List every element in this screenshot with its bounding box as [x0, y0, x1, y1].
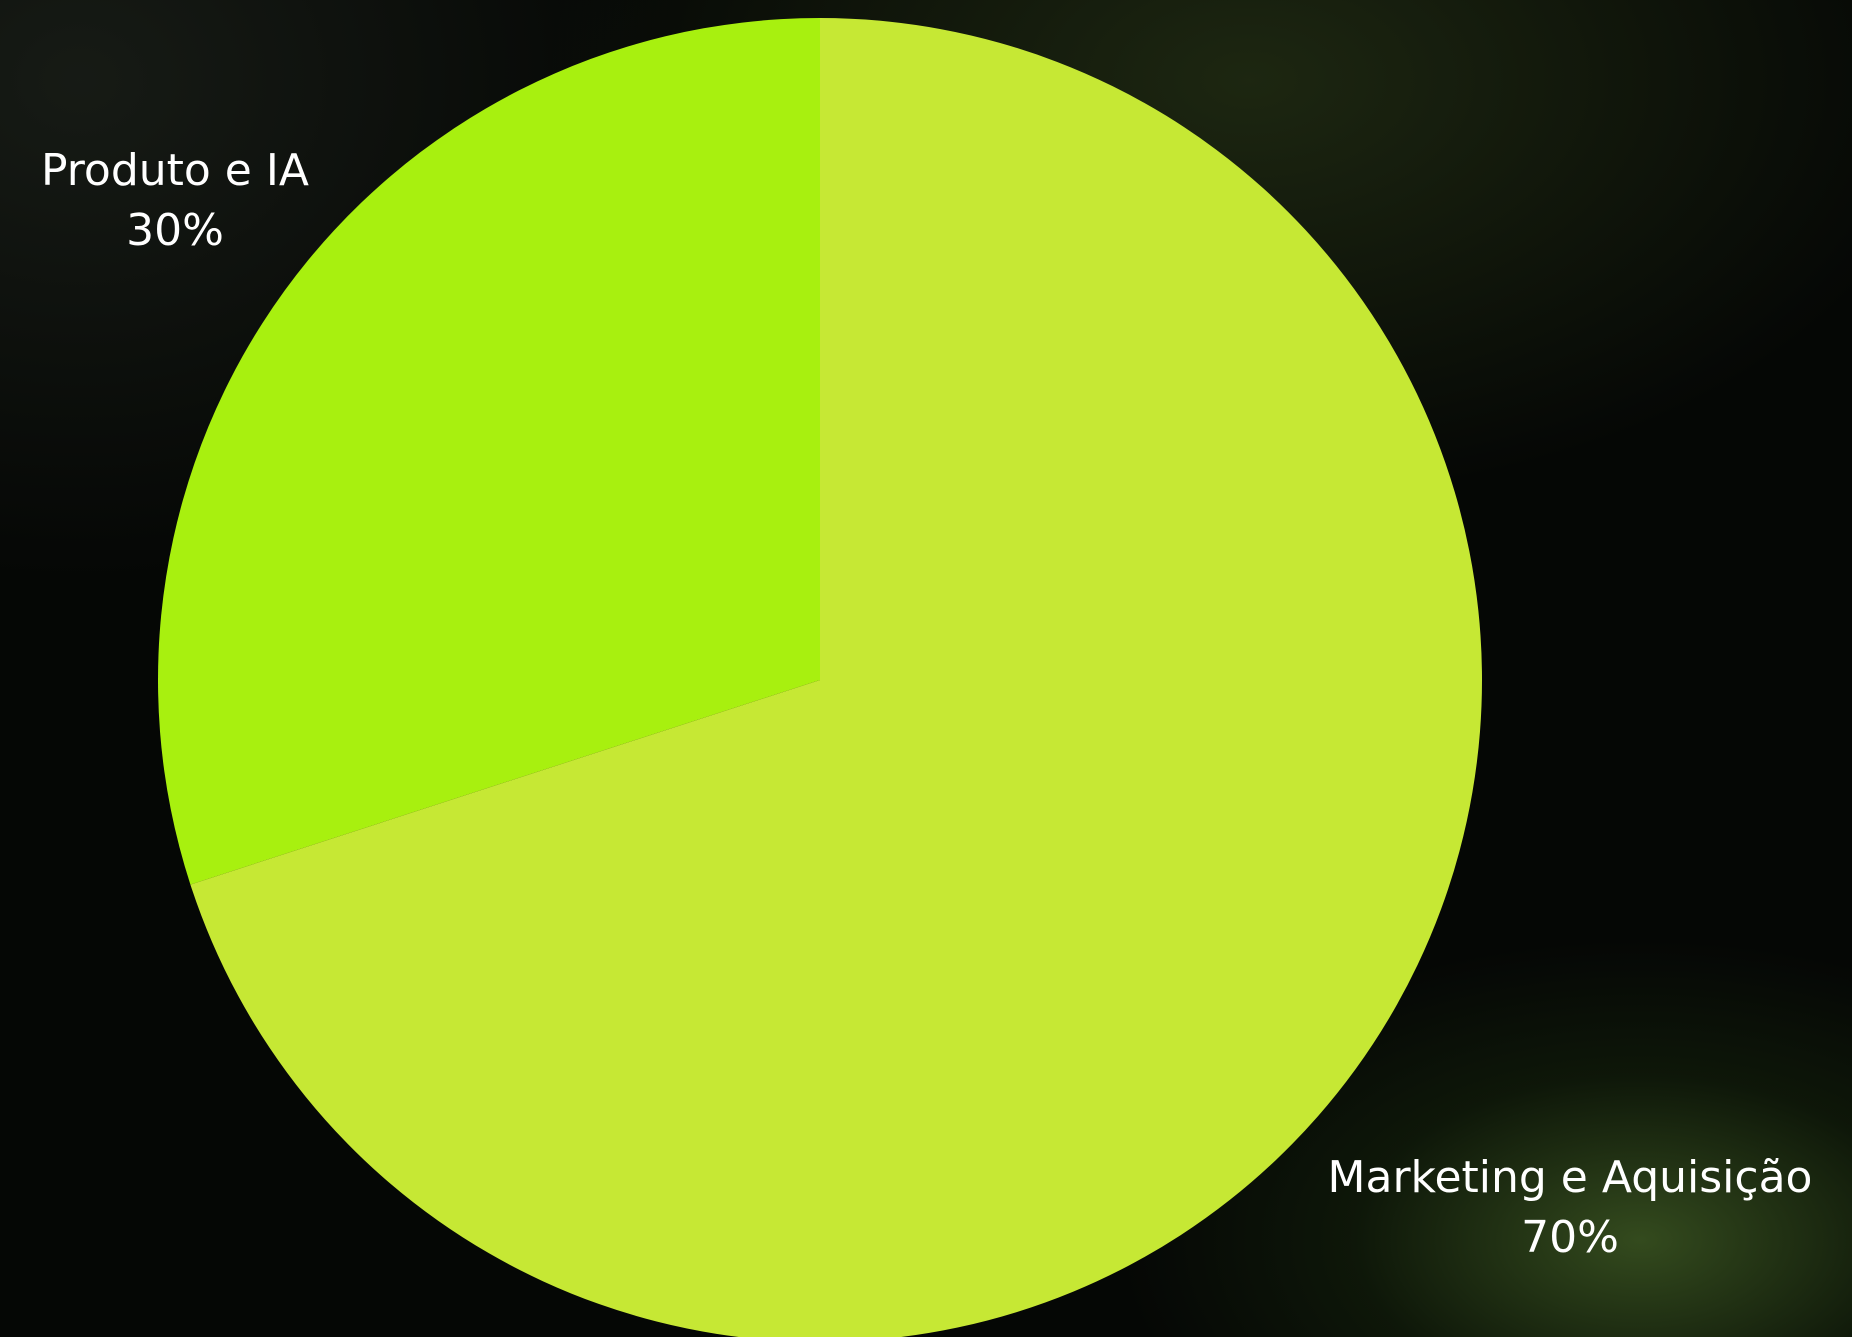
slice-label-value: 30%: [126, 205, 224, 256]
slice-label-value: 70%: [1521, 1212, 1619, 1263]
pie-slice-produto-e-ia: [157, 18, 820, 885]
pie-slice-marketing-e-aquisicao: [190, 18, 1482, 1337]
slice-label-name: Produto e IA: [41, 145, 309, 196]
slice-label-name: Marketing e Aquisição: [1328, 1152, 1813, 1203]
pie-labels: Produto e IA 30% Marketing e Aquisição 70%: [41, 145, 1812, 1263]
pie-slices: [157, 18, 1482, 1337]
